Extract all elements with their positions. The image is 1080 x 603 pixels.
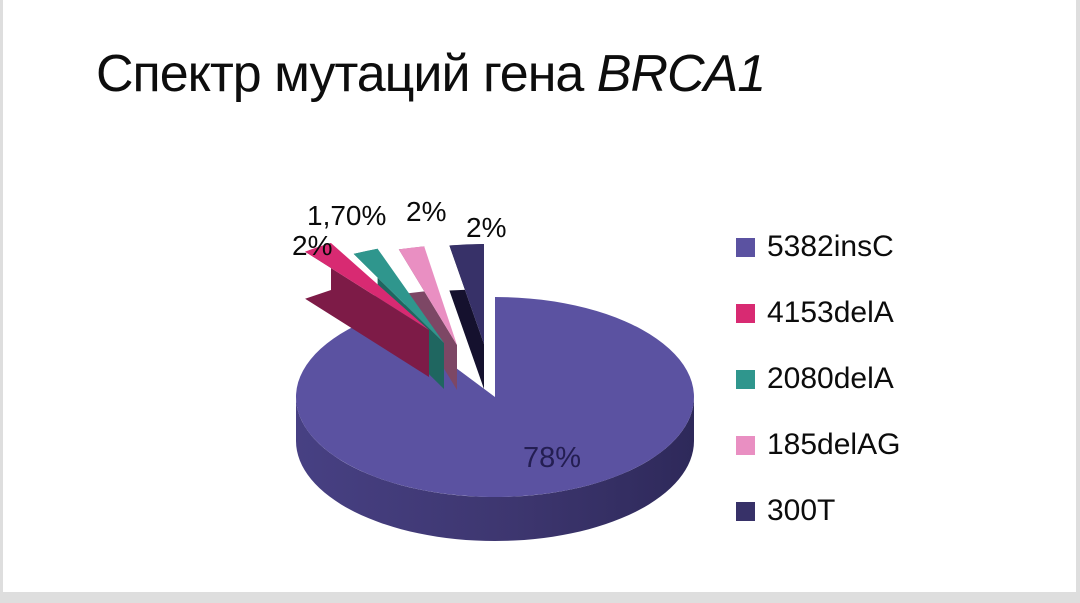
legend-label: 5382insC bbox=[767, 230, 894, 263]
legend-label: 300T bbox=[767, 494, 836, 527]
chart-legend: 5382insC 4153delA 2080delA 185delAG 300T bbox=[736, 230, 900, 560]
pie-value-label-2080delA: 1,70% bbox=[307, 200, 386, 231]
legend-item-300T: 300T bbox=[736, 494, 900, 528]
legend-item-2080delA: 2080delA bbox=[736, 362, 900, 396]
pie-value-label-5382insC: 78% bbox=[523, 442, 581, 474]
legend-label: 2080delA bbox=[767, 362, 894, 395]
legend-label: 185delAG bbox=[767, 428, 901, 461]
legend-item-4153delA: 4153delA bbox=[736, 296, 900, 330]
legend-item-5382insC: 5382insC bbox=[736, 230, 900, 264]
legend-swatch bbox=[736, 501, 755, 521]
slide-title: Спектр мутаций гена BRCA1 bbox=[96, 45, 766, 103]
pie-slices bbox=[295, 243, 694, 541]
pie-slice-side-5382insC bbox=[296, 397, 694, 541]
pie-value-label-300T: 2% bbox=[466, 212, 506, 243]
title-gene-name: BRCA1 bbox=[596, 45, 766, 103]
pie-slice-top-4153delA bbox=[305, 243, 429, 330]
legend-swatch bbox=[736, 435, 755, 455]
title-text: Спектр мутаций гена bbox=[96, 45, 597, 103]
pie-value-label-4153delA: 2% bbox=[292, 230, 332, 261]
legend-label: 4153delA bbox=[767, 296, 894, 329]
pie-slice-top-2080delA bbox=[353, 248, 444, 343]
legend-swatch bbox=[736, 303, 755, 323]
pie-slice-side-4153delA bbox=[305, 243, 429, 377]
pie-value-label-185delAG: 2% bbox=[406, 196, 446, 227]
legend-item-185delAG: 185delAG bbox=[736, 428, 900, 462]
pie-slice-top-300T bbox=[449, 243, 484, 344]
slide-canvas: Спектр мутаций гена BRCA1 78% 2% 1,70% 2… bbox=[3, 0, 1076, 592]
legend-swatch bbox=[736, 237, 755, 257]
pie-slice-top-185delAG bbox=[398, 246, 457, 345]
legend-swatch bbox=[736, 369, 755, 389]
pie-chart: 78% 2% 1,70% 2% 2% bbox=[292, 196, 694, 541]
